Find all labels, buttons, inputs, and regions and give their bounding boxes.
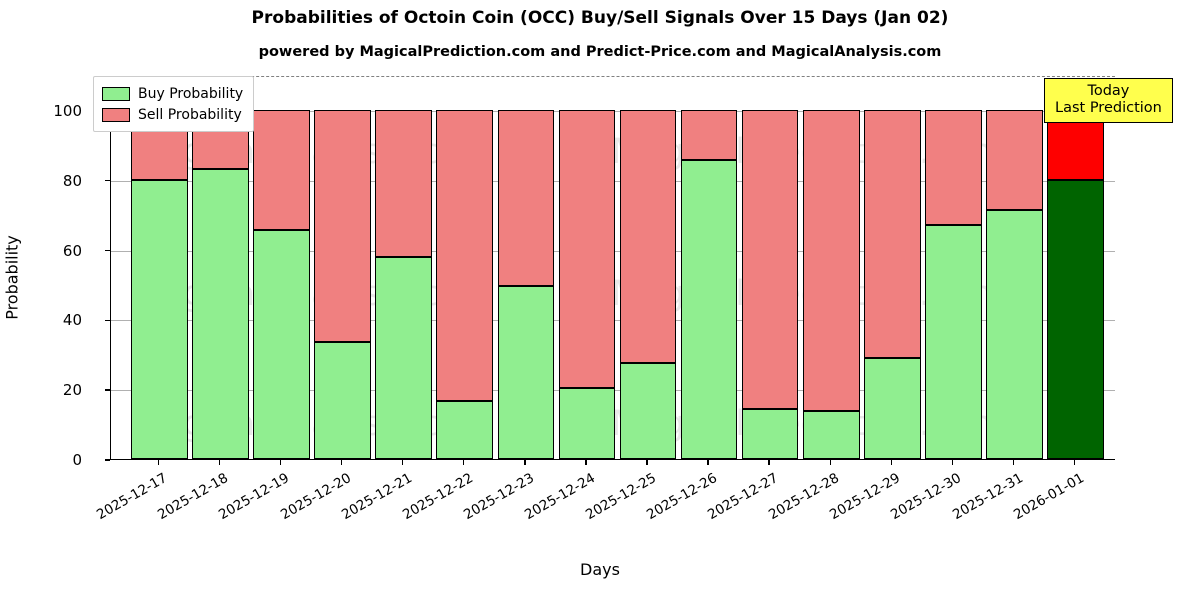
bar-segment-sell[interactable]	[741, 109, 799, 409]
bar-segment-sell[interactable]	[375, 109, 432, 258]
y-tick-label: 0	[72, 451, 82, 469]
legend-item-buy: Buy Probability	[102, 83, 243, 104]
y-tick-mark	[105, 249, 110, 252]
bar-group[interactable]	[497, 75, 555, 459]
x-tick-mark	[646, 460, 648, 465]
bar-segment-buy[interactable]	[314, 342, 371, 459]
x-tick-mark	[951, 460, 954, 465]
bar-segment-sell[interactable]	[314, 109, 371, 343]
bars-layer	[111, 76, 1115, 459]
bar-group[interactable]	[986, 75, 1043, 459]
bar-segment-buy[interactable]	[619, 362, 677, 459]
bar-segment-sell[interactable]	[619, 109, 677, 363]
bar-segment-sell[interactable]	[925, 109, 982, 226]
x-tick-mark	[218, 460, 221, 465]
bar-segment-buy[interactable]	[253, 229, 310, 459]
y-tick-mark	[105, 459, 110, 461]
bar-group[interactable]	[558, 75, 616, 459]
y-tick-mark	[105, 319, 110, 322]
bar-group[interactable]	[314, 75, 371, 459]
bar-segment-sell[interactable]	[986, 109, 1043, 211]
bar-group[interactable]	[741, 75, 799, 459]
bar-segment-buy[interactable]	[131, 179, 188, 459]
y-axis-label: Probability	[2, 235, 22, 320]
plot-area: MagicalAnalysis.comMagicalPrediction.com…	[110, 76, 1115, 460]
bar-segment-sell[interactable]	[558, 109, 616, 389]
bar-segment-buy[interactable]	[375, 257, 432, 459]
bar-segment-buy[interactable]	[741, 408, 799, 459]
plot-inner: MagicalAnalysis.comMagicalPrediction.com…	[111, 76, 1115, 459]
x-tick-mark	[1073, 460, 1076, 465]
chart-legend: Buy Probability Sell Probability	[93, 76, 255, 132]
today-annotation-line2: Last Prediction	[1055, 100, 1162, 117]
x-tick-mark	[707, 460, 709, 465]
bar-group[interactable]	[619, 75, 677, 459]
bar-segment-sell[interactable]	[253, 109, 310, 230]
x-tick-mark	[463, 460, 465, 465]
bar-group[interactable]	[680, 75, 738, 459]
bar-segment-buy[interactable]	[925, 225, 982, 459]
today-annotation-line1: Today	[1087, 83, 1130, 99]
reference-line	[111, 76, 1115, 77]
y-tick-label: 40	[62, 311, 82, 330]
y-tick-mark	[105, 180, 110, 182]
x-tick-mark	[585, 460, 587, 465]
bar-segment-buy[interactable]	[558, 388, 616, 459]
bar-group[interactable]	[436, 75, 493, 459]
x-tick-mark	[890, 460, 893, 465]
bar-group[interactable]	[192, 75, 249, 459]
bar-group[interactable]	[131, 75, 188, 459]
y-tick-label: 80	[62, 171, 82, 190]
bar-segment-buy[interactable]	[436, 401, 493, 459]
bar-group[interactable]	[803, 75, 860, 459]
legend-swatch-buy-icon	[102, 86, 130, 101]
today-annotation: Today Last Prediction	[1044, 78, 1173, 124]
x-tick-mark	[157, 460, 159, 465]
bar-segment-sell[interactable]	[803, 109, 860, 412]
chart-title: Probabilities of Octoin Coin (OCC) Buy/S…	[251, 8, 949, 28]
x-tick-mark	[829, 460, 831, 465]
bar-group[interactable]	[253, 75, 310, 459]
bar-segment-sell[interactable]	[436, 109, 493, 402]
bar-group[interactable]	[925, 75, 982, 459]
bar-group[interactable]	[1047, 75, 1104, 459]
x-tick-mark	[768, 460, 770, 465]
bar-segment-buy[interactable]	[864, 358, 921, 459]
x-tick-mark	[524, 460, 526, 465]
legend-item-sell: Sell Probability	[102, 104, 243, 125]
legend-label-sell: Sell Probability	[138, 106, 242, 123]
x-tick-mark	[279, 460, 282, 465]
bar-segment-buy[interactable]	[497, 286, 555, 459]
bar-segment-sell[interactable]	[864, 109, 921, 359]
bar-segment-buy[interactable]	[803, 411, 860, 459]
y-tick-mark	[105, 389, 110, 391]
x-tick-mark	[401, 460, 404, 465]
bar-segment-buy[interactable]	[1047, 179, 1104, 459]
bar-group[interactable]	[375, 75, 432, 459]
bar-group[interactable]	[864, 75, 921, 459]
bar-segment-buy[interactable]	[986, 210, 1043, 459]
chart-subtitle: powered by MagicalPrediction.com and Pre…	[258, 44, 942, 60]
legend-label-buy: Buy Probability	[138, 85, 244, 102]
legend-swatch-sell-icon	[102, 107, 130, 122]
x-tick-mark	[340, 460, 343, 465]
y-tick-label: 60	[62, 241, 82, 260]
y-tick-label: 20	[62, 381, 82, 400]
y-tick-label: 100	[53, 101, 82, 120]
bar-segment-buy[interactable]	[680, 160, 738, 459]
bar-segment-sell[interactable]	[680, 109, 738, 161]
x-tick-mark	[1012, 460, 1015, 465]
x-axis-label: Days	[580, 560, 620, 579]
bar-segment-buy[interactable]	[192, 168, 249, 459]
bar-segment-sell[interactable]	[497, 109, 555, 287]
